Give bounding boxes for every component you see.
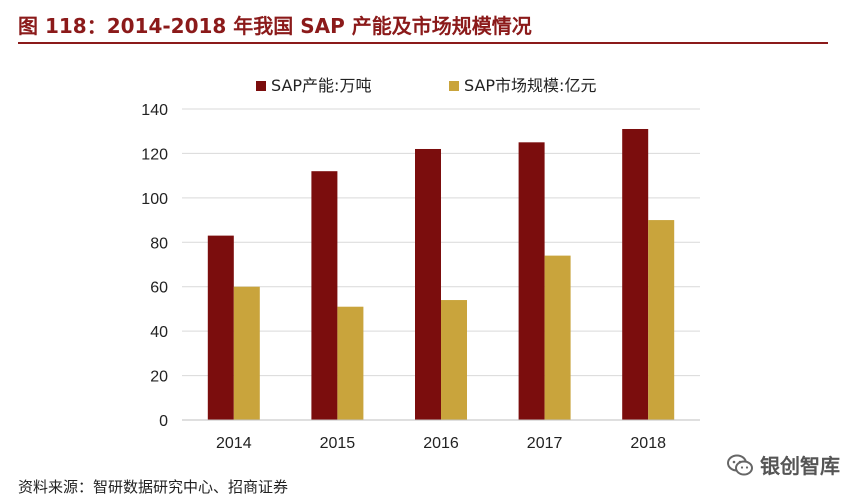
y-tick-label: 20 [150, 369, 168, 386]
x-tick-label: 2017 [527, 435, 563, 452]
bar-capacity [311, 171, 338, 420]
watermark: 银创智库 [726, 450, 840, 479]
bar-capacity [207, 235, 234, 420]
title-divider [18, 42, 828, 44]
bar-capacity [415, 148, 441, 420]
bar-market-size [233, 286, 260, 420]
bars [207, 128, 675, 421]
bar-market-size [337, 306, 364, 420]
legend-swatch [256, 81, 266, 91]
y-tick-label: 40 [150, 324, 168, 341]
y-tick-label: 140 [141, 102, 168, 119]
watermark-text: 银创智库 [760, 454, 840, 478]
bar-market-size [544, 255, 571, 420]
legend: SAP产能:万吨 SAP市场规模:亿元 [256, 76, 596, 95]
axes: 0 20 40 60 80 100 120 140 2014 2015 2016 2017 2018 [141, 102, 700, 452]
bar-capacity [622, 128, 649, 420]
x-tick-label: 2014 [216, 435, 252, 452]
legend-swatch [449, 81, 459, 91]
x-tick-label: 2016 [423, 435, 459, 452]
y-tick-label: 120 [141, 146, 168, 163]
bar-capacity [518, 142, 545, 421]
x-tick-label: 2018 [630, 435, 666, 452]
source-note: 资料来源：智研数据研究中心、招商证券 [18, 478, 289, 496]
y-tick-label: 100 [141, 191, 168, 208]
wechat-icon [726, 453, 754, 477]
chart-title: 图 118：2014-2018 年我国 SAP 产能及市场规模情况 [18, 14, 532, 38]
y-tick-label: 60 [150, 280, 168, 297]
bar-market-size [441, 300, 467, 420]
y-tick-label: 0 [159, 413, 168, 430]
y-tick-label: 80 [150, 235, 168, 252]
legend-label: SAP产能:万吨 [271, 76, 371, 95]
bar-market-size [648, 220, 675, 420]
legend-label: SAP市场规模:亿元 [464, 76, 596, 95]
x-tick-label: 2015 [320, 435, 356, 452]
